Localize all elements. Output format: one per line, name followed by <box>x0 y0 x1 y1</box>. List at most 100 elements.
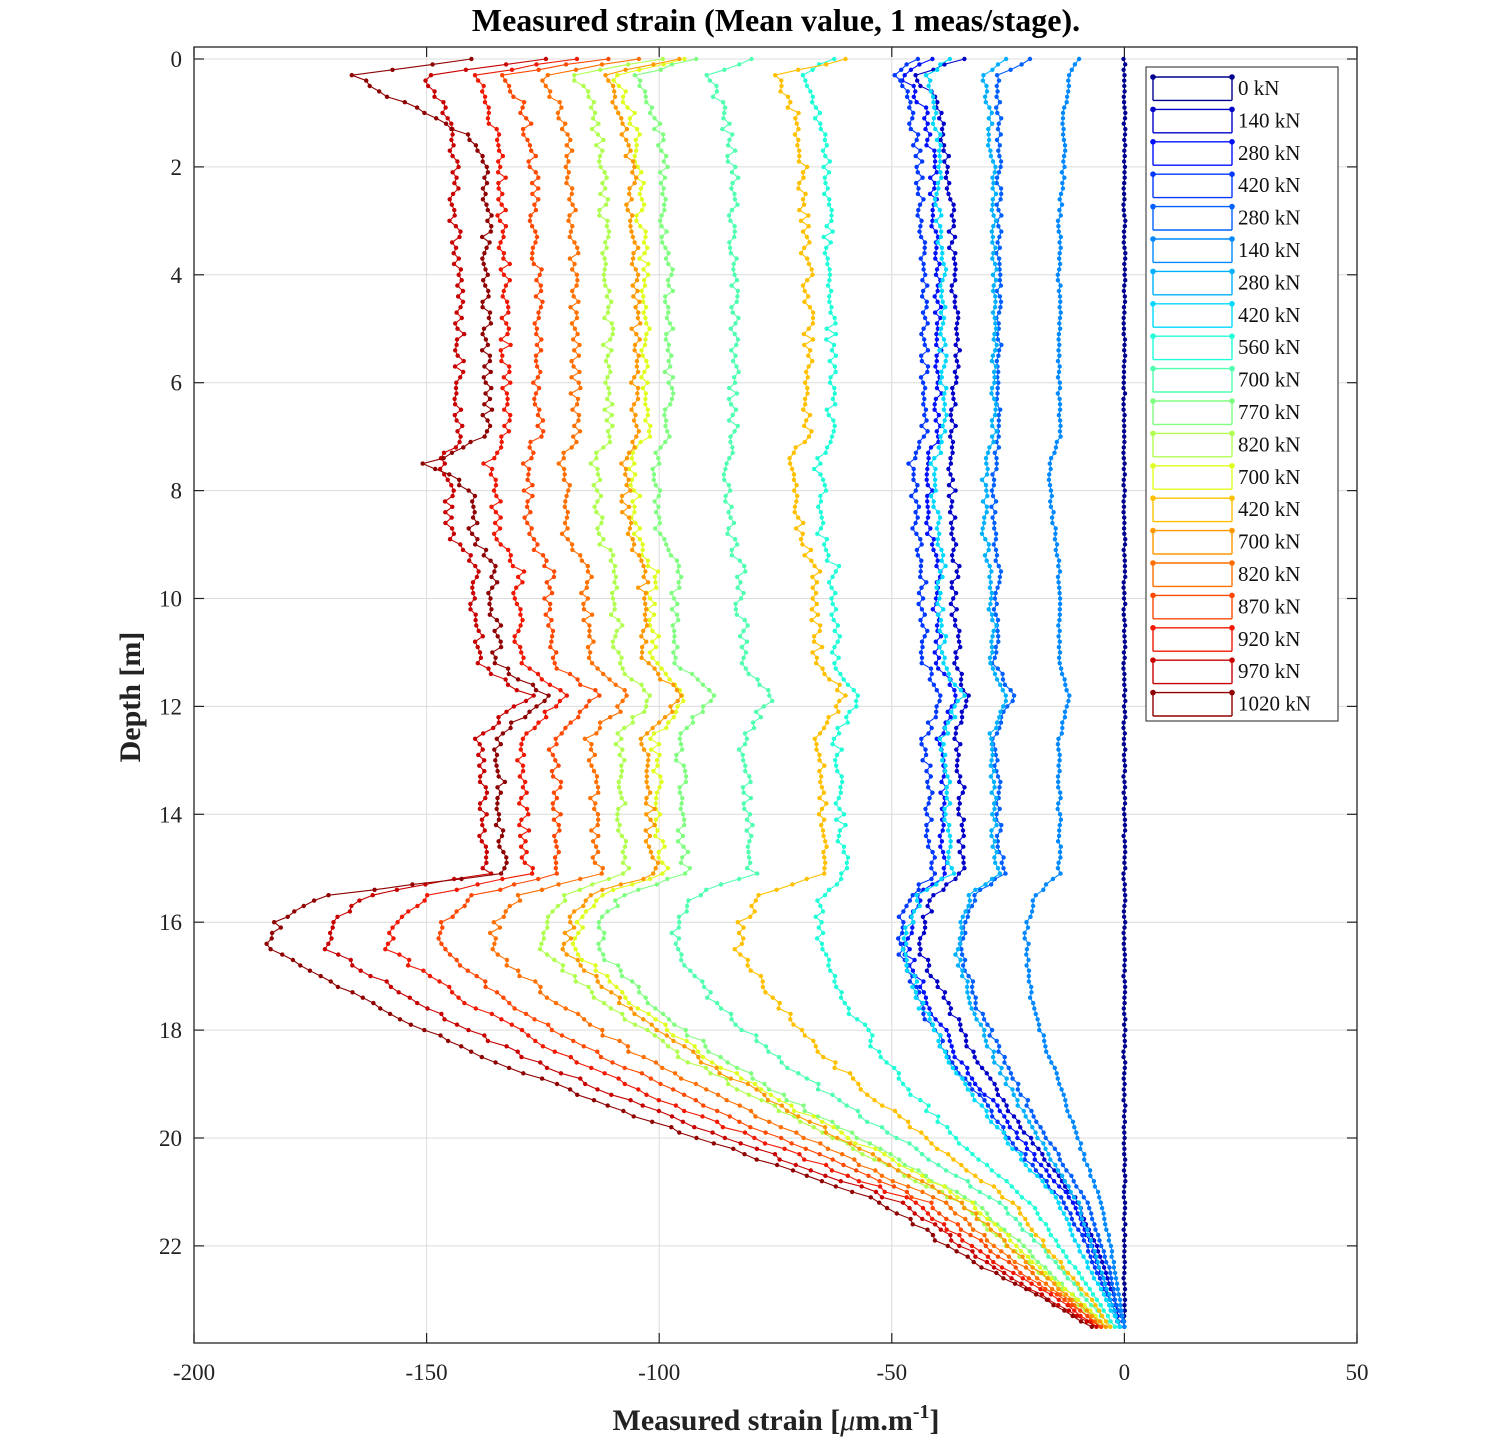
series-15-point <box>566 218 571 223</box>
series-15-point <box>588 795 593 801</box>
series-10-point <box>678 860 684 865</box>
series-2-point <box>905 936 911 941</box>
series-19-point <box>438 1033 443 1038</box>
series-7-point <box>909 914 914 919</box>
series-18-point <box>336 952 341 957</box>
series-2-point <box>965 1071 970 1076</box>
series-19-point <box>335 984 341 990</box>
series-15-point <box>613 682 618 687</box>
series-17-point <box>421 968 426 973</box>
series-3-point <box>920 391 926 396</box>
series-9-point <box>1072 1281 1077 1286</box>
series-15-point <box>794 1130 799 1135</box>
series-10-point <box>662 412 667 418</box>
series-14-point <box>624 483 629 488</box>
series-9-point <box>1013 1216 1018 1222</box>
series-9-point <box>732 272 737 277</box>
series-8-point <box>838 995 844 1000</box>
series-13-point <box>763 990 768 995</box>
series-19-point <box>328 979 333 984</box>
series-19-point <box>469 1049 474 1054</box>
series-14-point <box>626 515 632 520</box>
series-6-point <box>986 116 991 121</box>
series-4-point <box>996 563 1001 569</box>
series-12-point <box>873 1146 878 1152</box>
series-19-point <box>483 547 489 553</box>
series-0-point <box>1123 1027 1128 1033</box>
series-17-point <box>425 893 430 898</box>
series-5-point <box>1058 310 1063 315</box>
series-9-point <box>733 1022 738 1027</box>
series-6-point <box>991 628 996 634</box>
series-8-point <box>866 1027 871 1033</box>
series-16-point <box>553 839 558 844</box>
series-1-point <box>1052 1168 1057 1173</box>
series-4-point <box>992 763 997 768</box>
series-4-point <box>1085 1200 1090 1205</box>
series-2-point <box>910 925 915 930</box>
series-18-point <box>473 563 478 569</box>
series-6-point <box>953 952 958 957</box>
series-0-point <box>1122 78 1127 83</box>
series-15-point <box>1006 1254 1012 1259</box>
series-6-point <box>994 342 999 348</box>
series-4-point <box>1056 1152 1061 1157</box>
series-8-point <box>827 267 832 272</box>
series-4-point <box>997 278 1002 283</box>
series-5-point <box>1066 83 1072 89</box>
series-10-point <box>668 364 673 369</box>
series-7-point <box>935 240 940 245</box>
series-17-group <box>383 56 1099 1330</box>
series-0-point <box>1121 477 1127 482</box>
series-14-point <box>675 698 680 704</box>
series-9-point <box>766 1049 771 1054</box>
series-13-point <box>814 661 819 666</box>
series-9-point <box>738 596 744 601</box>
series-18-point <box>450 132 455 137</box>
series-2-point <box>1015 1135 1020 1141</box>
series-3-point <box>1044 1179 1049 1184</box>
series-5-point <box>1054 542 1060 547</box>
series-10-point <box>645 1000 650 1006</box>
series-10-point <box>666 251 671 256</box>
series-10-point <box>602 930 607 936</box>
series-8-point <box>838 671 843 677</box>
series-10-point <box>980 1205 985 1211</box>
series-0-point <box>1122 558 1128 563</box>
series-2-point <box>936 666 941 671</box>
series-18-point <box>504 709 509 714</box>
series-12-point <box>1069 1292 1075 1297</box>
series-13-point <box>817 795 822 801</box>
series-13-point <box>801 407 806 412</box>
series-12-point <box>640 542 645 547</box>
series-2-point <box>934 170 939 175</box>
series-14-point <box>632 348 637 353</box>
series-6-point <box>999 1065 1004 1071</box>
series-17-point <box>944 1227 949 1232</box>
series-8-point <box>833 569 838 574</box>
series-12-point <box>647 326 652 331</box>
series-2-point <box>933 1017 938 1022</box>
series-16-point <box>648 1076 654 1081</box>
series-10-point <box>687 866 693 871</box>
series-17-point <box>524 731 529 736</box>
series-15-point <box>569 542 575 547</box>
series-0-point <box>1121 1216 1127 1222</box>
series-18-point <box>452 213 457 218</box>
series-13-point <box>796 67 801 73</box>
series-2-point <box>936 412 942 418</box>
series-10-point <box>666 261 671 267</box>
series-13-point <box>1025 1222 1030 1227</box>
series-13-point <box>818 779 823 785</box>
series-6-point <box>991 801 997 806</box>
series-6-point <box>983 483 989 488</box>
legend-marker <box>1150 398 1156 404</box>
series-19-point <box>487 310 493 315</box>
series-0-point <box>1122 234 1127 240</box>
series-1-point <box>955 310 961 315</box>
series-10-point <box>784 1098 789 1103</box>
series-15-point <box>555 110 561 116</box>
series-18-point <box>503 62 509 67</box>
series-14-point <box>717 1071 722 1076</box>
series-9-point <box>1020 1227 1025 1232</box>
